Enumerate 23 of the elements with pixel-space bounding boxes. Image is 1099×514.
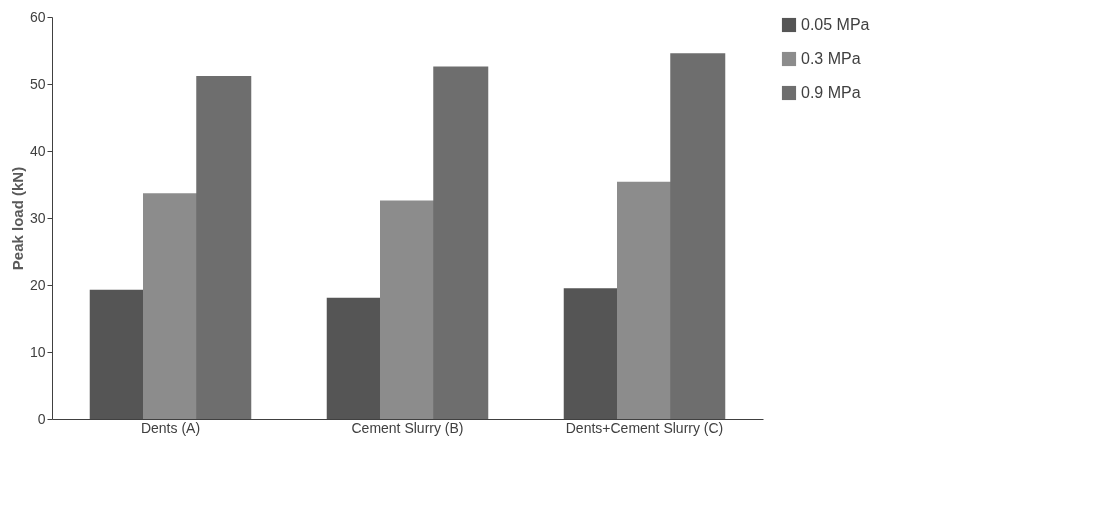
bar (143, 193, 198, 419)
y-tick-label: 20 (29, 276, 46, 293)
y-tick-label: 30 (29, 209, 46, 226)
bar (670, 53, 726, 419)
y-tick-label: 0 (37, 410, 46, 427)
bar (617, 181, 672, 419)
y-tick-label: 60 (29, 8, 46, 25)
bar (89, 289, 145, 419)
x-tick-label: Dents+Cement Slurry (C) (565, 419, 724, 436)
bar (433, 66, 489, 419)
x-tick-label: Cement Slurry (B) (351, 419, 464, 436)
y-tick-label: 50 (29, 75, 46, 92)
legend-label: 0.9 MPa (801, 84, 861, 101)
x-tick-label: Dents (A) (140, 419, 201, 436)
y-tick-label: 40 (29, 142, 46, 159)
bar (563, 288, 619, 419)
legend-label: 0.3 MPa (801, 50, 861, 67)
y-axis-title: Peak load (kN) (8, 166, 26, 271)
y-tick-label: 10 (29, 343, 46, 360)
bar (196, 75, 252, 419)
legend-label: 0.05 MPa (801, 16, 870, 33)
bar (380, 200, 435, 419)
bar (326, 297, 382, 419)
